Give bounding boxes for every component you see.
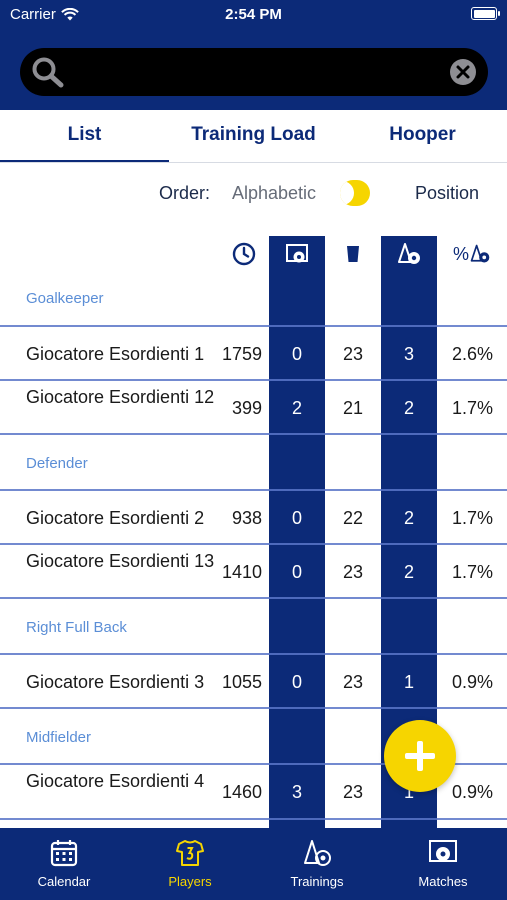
players-shirt-icon: [176, 840, 204, 866]
player-trainings: 2: [403, 398, 414, 418]
row-divider: [0, 763, 507, 765]
row-divider: [0, 325, 507, 327]
player-minutes: 1759: [221, 344, 262, 364]
tab-training-load[interactable]: Training Load: [191, 124, 316, 145]
status-time: 2:54 PM: [225, 6, 282, 23]
add-fab-button[interactable]: [384, 720, 456, 792]
toggle-knob: [340, 181, 354, 205]
player-glass-count: 23: [342, 672, 364, 692]
column-header-percent[interactable]: %: [444, 240, 500, 268]
player-percent: 0.9%: [451, 782, 493, 802]
tab-list[interactable]: List: [0, 110, 169, 162]
goal-ball-icon: [286, 244, 308, 263]
section-label-goalkeeper: Goalkeeper: [26, 290, 104, 307]
order-label: Order:: [159, 183, 211, 203]
player-goals: 0: [291, 508, 302, 528]
matches-icon: [429, 840, 457, 862]
clear-search-icon[interactable]: [449, 58, 477, 86]
battery-icon: [471, 7, 500, 20]
nav-calendar-label: Calendar: [37, 874, 91, 889]
player-glass-count: 23: [342, 562, 364, 582]
section-label-right-full-back: Right Full Back: [26, 619, 127, 636]
section-label-midfielder: Midfielder: [26, 729, 92, 746]
nav-trainings-label: Trainings: [290, 874, 344, 889]
order-toggle[interactable]: [340, 180, 370, 206]
column-header-glass[interactable]: [325, 240, 381, 268]
row-divider: [0, 379, 507, 381]
calendar-icon: [50, 840, 78, 867]
wifi-icon: [61, 8, 79, 21]
tabs-divider: [0, 162, 507, 163]
section-label-defender: Defender: [26, 455, 88, 472]
player-trainings: 3: [403, 344, 414, 364]
player-name: Giocatore Esordienti 2: [26, 508, 205, 528]
row-divider: [0, 653, 507, 655]
nav-matches-label: Matches: [418, 874, 468, 889]
player-minutes: 1410: [221, 562, 262, 582]
header: Carrier 2:54 PM: [0, 0, 507, 110]
plus-icon: [405, 741, 435, 771]
player-goals: 0: [291, 562, 302, 582]
player-trainings: 2: [403, 508, 414, 528]
player-trainings: 1: [403, 782, 414, 802]
status-bar: Carrier 2:54 PM: [0, 0, 507, 30]
player-percent: 1.7%: [451, 508, 493, 528]
column-header-trainings[interactable]: [381, 240, 437, 268]
player-minutes: 1055: [221, 672, 262, 692]
player-goals: 2: [291, 398, 302, 418]
player-minutes: 938: [231, 508, 262, 528]
player-minutes: 399: [231, 398, 262, 418]
nav-calendar[interactable]: Calendar: [1, 828, 127, 900]
carrier-indicator: Carrier: [10, 6, 79, 23]
player-glass-count: 23: [342, 782, 364, 802]
clock-icon: [232, 242, 256, 266]
row-divider: [0, 818, 507, 820]
search-icon: [32, 57, 64, 88]
player-name: Giocatore Esordienti 3: [26, 672, 205, 692]
nav-players[interactable]: Players: [127, 828, 253, 900]
player-glass-count: 22: [342, 508, 364, 528]
row-divider: [0, 597, 507, 599]
order-option-position[interactable]: Position: [415, 183, 480, 203]
column-header-minutes[interactable]: [216, 240, 272, 268]
row-divider: [0, 707, 507, 709]
tab-hooper[interactable]: Hooper: [389, 124, 456, 145]
order-option-alphabetic[interactable]: Alphabetic: [232, 183, 317, 203]
player-percent: 0.9%: [451, 672, 493, 692]
row-divider: [0, 489, 507, 491]
player-name: Giocatore Esordienti 13: [26, 551, 215, 571]
glass-icon: [347, 246, 359, 262]
player-minutes: 1460: [221, 782, 262, 802]
player-trainings: 2: [403, 562, 414, 582]
carrier-label: Carrier: [10, 6, 56, 23]
bottom-nav: Calendar Players Trainings Matches: [0, 828, 507, 900]
player-glass-count: 23: [342, 344, 364, 364]
percent-symbol: %: [452, 243, 469, 264]
player-goals: 0: [291, 672, 302, 692]
search-input[interactable]: [80, 56, 440, 88]
player-name: Giocatore Esordienti 12: [26, 387, 215, 407]
player-goals: 0: [291, 344, 302, 364]
cone-ball-icon: [470, 244, 490, 263]
column-header-goals[interactable]: [269, 240, 325, 268]
player-name: Giocatore Esordienti 1: [26, 344, 205, 364]
player-trainings: 1: [403, 672, 414, 692]
player-goals: 3: [291, 782, 302, 802]
player-glass-count: 21: [342, 398, 364, 418]
column-band-goals: [269, 236, 325, 830]
player-name: Giocatore Esordienti 4: [26, 771, 205, 791]
nav-trainings[interactable]: Trainings: [254, 828, 380, 900]
cone-ball-icon: [398, 243, 420, 264]
player-percent: 2.6%: [451, 344, 493, 364]
row-divider: [0, 433, 507, 435]
search-bar[interactable]: [20, 48, 488, 96]
row-divider: [0, 543, 507, 545]
segment-tabs: List Training Load Hooper: [0, 110, 507, 162]
trainings-icon: [304, 840, 331, 866]
nav-players-label: Players: [168, 874, 212, 889]
nav-matches[interactable]: Matches: [380, 828, 506, 900]
player-percent: 1.7%: [451, 562, 493, 582]
player-percent: 1.7%: [451, 398, 493, 418]
